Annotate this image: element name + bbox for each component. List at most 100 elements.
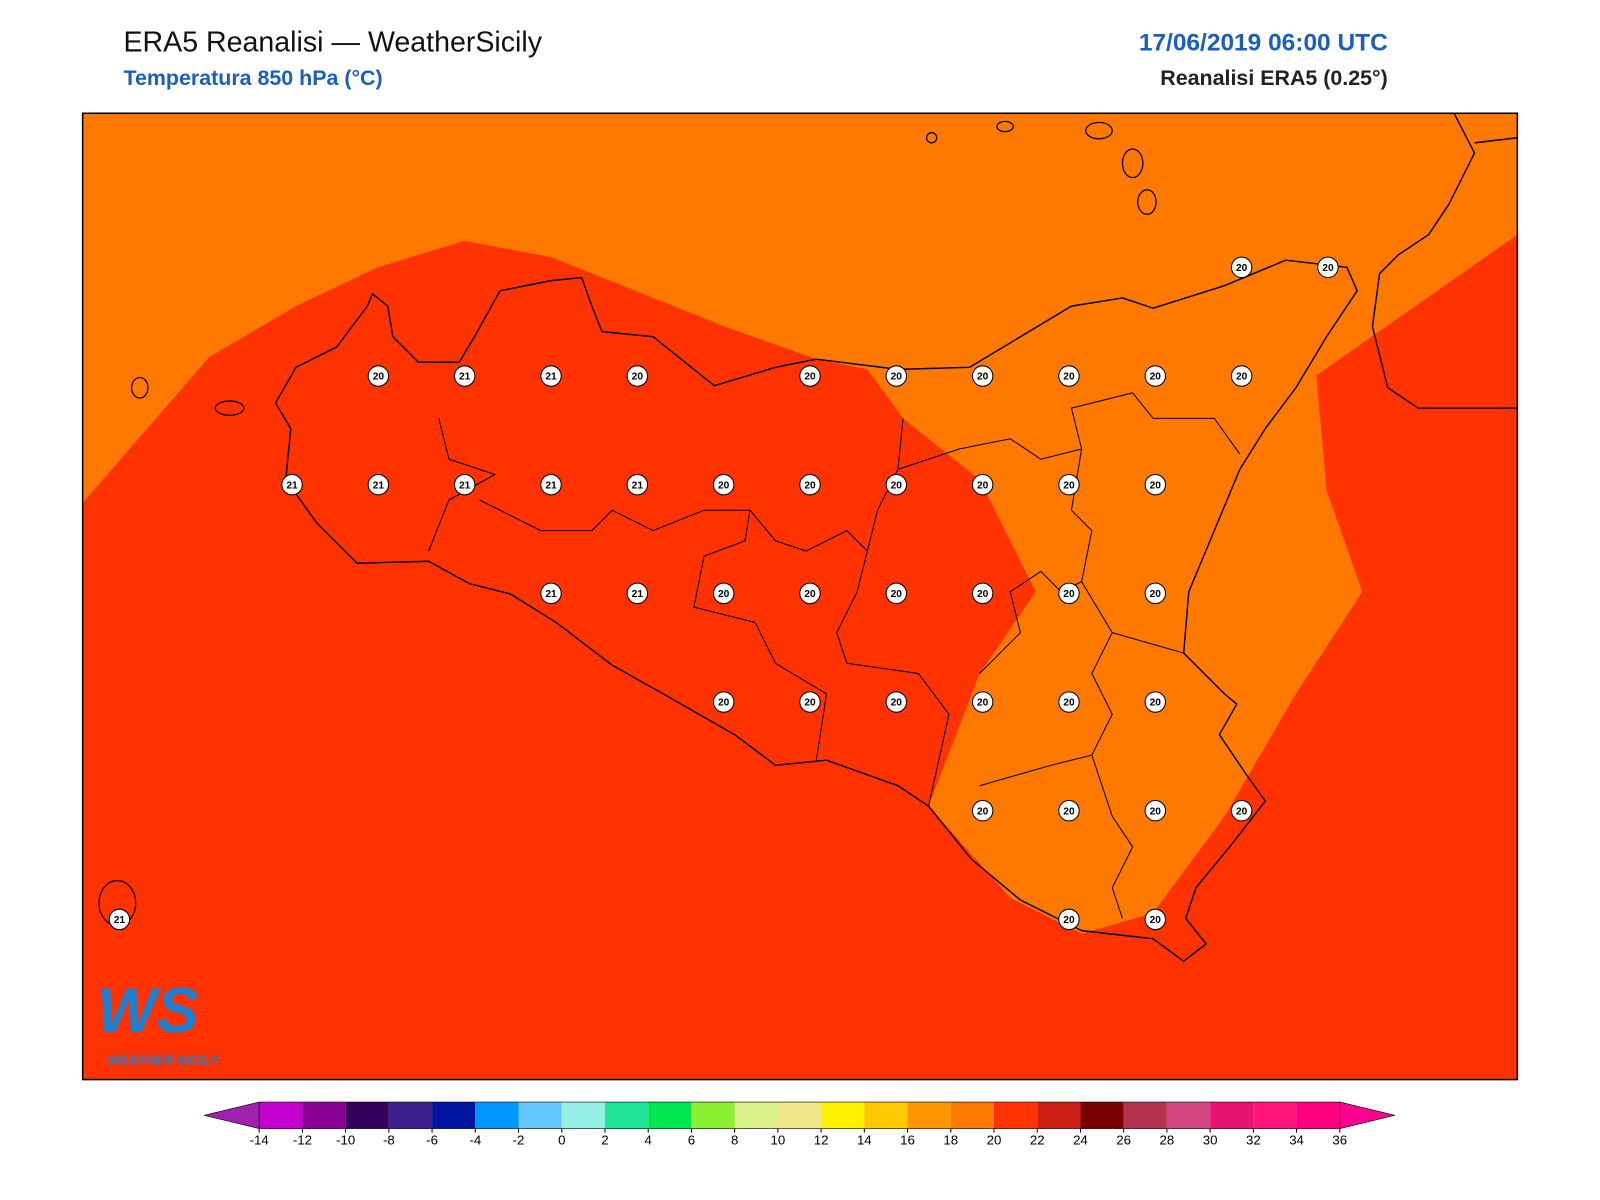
station-value: 20: [977, 806, 989, 817]
station-value: 20: [1236, 806, 1248, 817]
station-marker: [453, 365, 476, 387]
station-marker: [1144, 691, 1167, 713]
station-marker: [1144, 908, 1167, 931]
station-marker: [1144, 365, 1167, 387]
colorbar-tick-label: 6: [688, 1132, 695, 1147]
station-marker: [799, 473, 821, 496]
colorbar-segment: [1080, 1102, 1124, 1129]
station-marker: [1317, 256, 1339, 279]
colorbar-segment: [691, 1102, 735, 1129]
station-marker: [1058, 582, 1080, 605]
colorbar-tick-label: 24: [1073, 1132, 1088, 1147]
station-value: 21: [373, 480, 385, 491]
station-value: 21: [459, 372, 471, 383]
station-value: 20: [977, 480, 989, 491]
station-value: 21: [632, 589, 644, 600]
station-marker: [971, 800, 994, 822]
colorbar-segment: [994, 1102, 1038, 1129]
colorbar-segment: [518, 1102, 562, 1129]
colorbar-tick-label: 34: [1289, 1132, 1304, 1147]
colorbar-tick-label: -6: [426, 1132, 438, 1147]
station-value: 21: [459, 480, 471, 491]
colorbar-tick-label: 20: [987, 1132, 1002, 1147]
colorbar-tick-label: 4: [645, 1132, 652, 1147]
station-marker: [885, 691, 908, 713]
colorbar-tick-label: -10: [336, 1132, 355, 1147]
station-marker: [885, 365, 908, 387]
station-value: 20: [977, 589, 989, 600]
station-marker: [108, 908, 131, 931]
station-value: 21: [632, 480, 644, 491]
date: 17/06/2019 06:00 UTC: [1139, 29, 1388, 56]
station-value: 20: [1150, 806, 1162, 817]
colorbar-tick-label: 36: [1332, 1132, 1347, 1147]
colorbar-tick-label: 10: [771, 1132, 786, 1147]
stations: 20 20 20 21 21 20 20 20 20 20 20 20 21 21 21 21 21 20 20 20…: [108, 256, 1339, 931]
colorbar-segment: [388, 1102, 433, 1129]
colorbar-extend-high: [1339, 1101, 1395, 1129]
station-marker: [712, 691, 735, 713]
colorbar-tick-label: 28: [1160, 1132, 1175, 1147]
station-marker: [540, 582, 562, 605]
colorbar-tick-label: -14: [250, 1132, 269, 1147]
colorbar-segment: [1037, 1102, 1081, 1129]
colorbar-segment: [648, 1102, 692, 1129]
colorbar-tick-label: 14: [857, 1132, 872, 1147]
station-marker: [971, 473, 994, 496]
station-marker: [367, 473, 390, 496]
station-marker: [1144, 800, 1167, 822]
station-marker: [1230, 256, 1253, 279]
colorbar-segment: [907, 1102, 951, 1129]
station-marker: [626, 582, 649, 605]
station-value: 20: [804, 589, 816, 600]
station-value: 20: [1150, 372, 1162, 383]
station-value: 20: [1063, 698, 1075, 709]
station-value: 20: [1150, 698, 1162, 709]
station-marker: [1058, 365, 1080, 387]
station-value: 20: [1063, 372, 1075, 383]
station-marker: [1144, 582, 1167, 605]
colorbar-segment: [1123, 1102, 1167, 1129]
station-marker: [626, 473, 649, 496]
colorbar-segment: [1210, 1102, 1254, 1129]
station-value: 20: [1063, 915, 1075, 926]
station-marker: [1058, 473, 1080, 496]
colorbar-tick-label: 32: [1246, 1132, 1261, 1147]
colorbar-tick-label: 22: [1030, 1132, 1045, 1147]
station-value: 20: [1150, 480, 1162, 491]
colorbar-tick-label: 30: [1203, 1132, 1218, 1147]
station-marker: [1230, 800, 1253, 822]
colorbar-tick-label: 2: [601, 1132, 608, 1147]
station-value: 20: [718, 480, 730, 491]
field-20-22: [82, 234, 1518, 1080]
station-marker: [367, 365, 390, 387]
station-marker: [1058, 800, 1080, 822]
colorbar-segment: [1296, 1102, 1340, 1129]
colorbar-tick-label: -12: [293, 1132, 312, 1147]
map: 20 20 20 21 21 20 20 20 20 20 20 20 21 21 21 21 21 20 20 20…: [82, 113, 1518, 1080]
station-value: 20: [1150, 589, 1162, 600]
colorbar-tick-label: 8: [731, 1132, 738, 1147]
station-value: 20: [632, 372, 644, 383]
colorbar-segment: [1253, 1102, 1297, 1129]
colorbar-tick-label: 18: [943, 1132, 958, 1147]
colorbar-segment: [345, 1102, 389, 1129]
station-value: 20: [891, 480, 903, 491]
colorbar: -14 -12 -10 -8 -6 -4 -2 0 2 4 6 8 10 12 14 16 18 20 22 24 26…: [204, 1101, 1395, 1147]
station-value: 21: [114, 915, 126, 926]
station-value: 20: [718, 589, 730, 600]
subtitle: Temperatura 850 hPa (°C): [123, 66, 382, 90]
station-value: 20: [1150, 915, 1162, 926]
colorbar-segment: [950, 1102, 994, 1129]
station-marker: [799, 365, 821, 387]
station-marker: [971, 691, 994, 713]
station-marker: [799, 582, 821, 605]
station-value: 20: [977, 698, 989, 709]
station-value: 20: [1063, 589, 1075, 600]
station-value: 20: [1063, 480, 1075, 491]
colorbar-segment: [777, 1102, 822, 1129]
station-value: 20: [804, 480, 816, 491]
colorbar-segment: [259, 1102, 303, 1129]
station-value: 21: [545, 589, 557, 600]
